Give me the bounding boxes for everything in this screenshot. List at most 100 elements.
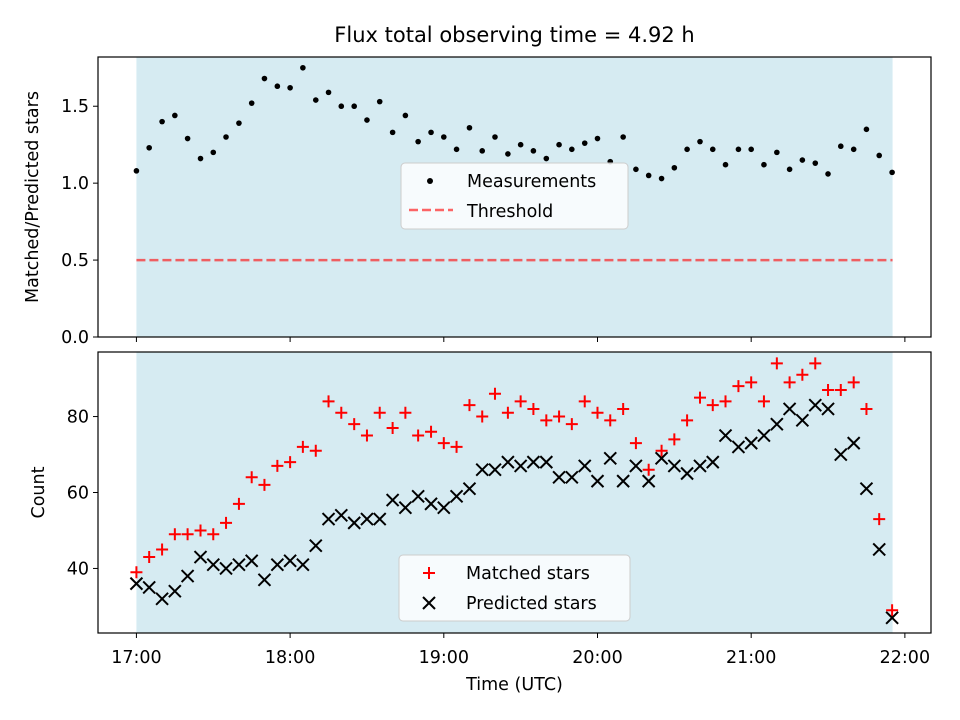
matched-star-point (284, 456, 297, 469)
matched-star-point (553, 410, 566, 423)
matched-star-point (348, 418, 361, 431)
measurement-point (479, 148, 486, 154)
top-y-ticks: 0.0 0.5 1.0 1.5 (61, 97, 98, 348)
matched-star-point (232, 497, 245, 510)
measurement-point (428, 129, 434, 136)
matched-star-point (642, 463, 655, 476)
x-axis-label: Time (UTC) (465, 675, 563, 695)
legend-matched-marker (423, 567, 435, 579)
chart-title: Flux total observing time = 4.92 h (334, 23, 694, 47)
measurement-point (325, 89, 332, 96)
measurement-point (441, 134, 447, 140)
matched-star-point (373, 406, 386, 419)
matched-star-point (834, 383, 847, 396)
x-tick-label: 17:00 (111, 648, 161, 668)
y-tick-label: 60 (67, 484, 89, 504)
predicted-star-point (385, 493, 400, 507)
x-tick-label: 22:00 (880, 648, 930, 668)
matched-star-point (271, 459, 284, 472)
predicted-star-point (373, 512, 387, 526)
measurement-point (300, 64, 306, 71)
y-tick-label: 0.5 (61, 251, 89, 271)
measurement-point (287, 84, 293, 91)
measurement-point (786, 166, 793, 173)
predicted-star-point (309, 538, 323, 553)
predicted-star-point (501, 455, 515, 469)
legend-matched-label: Matched stars (466, 564, 590, 584)
measurement-point (556, 141, 562, 148)
predicted-star-point (193, 550, 208, 564)
matched-star-point (796, 368, 809, 381)
matched-star-point (540, 414, 553, 427)
predicted-star-point (334, 508, 348, 522)
measurement-point (530, 148, 537, 154)
measurement-point (684, 146, 690, 153)
measurement-point (543, 155, 550, 162)
predicted-star-point (488, 463, 502, 477)
predicted-star-point (872, 542, 886, 557)
predicted-star-points (129, 398, 899, 625)
x-tick-label: 19:00 (419, 648, 469, 668)
measurement-point (633, 166, 639, 173)
predicted-star-point (513, 459, 528, 473)
measurement-point (735, 146, 742, 153)
predicted-star-point (603, 451, 617, 466)
matched-star-point (309, 444, 322, 457)
matched-star-point (130, 566, 143, 579)
matched-star-point (514, 395, 527, 408)
predicted-star-point (578, 459, 592, 473)
matched-star-point (770, 357, 783, 370)
matched-star-point (617, 402, 630, 415)
measurement-point (825, 171, 831, 177)
x-tick-label: 21:00 (726, 648, 776, 668)
predicted-star-point (411, 489, 425, 504)
measurement-point (774, 149, 780, 156)
measurement-point (197, 155, 204, 162)
measurement-point (133, 168, 140, 174)
predicted-star-point (155, 592, 169, 606)
predicted-star-point (539, 455, 554, 469)
y-tick-label: 1.5 (61, 97, 89, 117)
measurement-point (159, 118, 165, 125)
predicted-star-point (129, 576, 144, 591)
predicted-star-point (782, 402, 797, 416)
predicted-star-point (219, 561, 233, 576)
matched-star-point (168, 528, 181, 541)
y-tick-label: 40 (67, 559, 89, 579)
matched-star-point (873, 513, 886, 526)
matched-star-point (322, 395, 335, 408)
predicted-star-point (693, 459, 707, 473)
measurement-point (645, 172, 652, 179)
measurement-point (671, 164, 678, 171)
measurement-point (338, 103, 345, 110)
predicted-star-point (616, 474, 630, 488)
matched-star-point (757, 395, 770, 408)
matched-star-point (719, 395, 732, 408)
predicted-star-point (718, 428, 733, 443)
measurement-point (364, 117, 370, 123)
measurement-point (812, 160, 819, 166)
matched-star-point (809, 357, 822, 370)
matched-star-point (399, 406, 412, 419)
predicted-star-point (859, 481, 874, 496)
matched-star-point (181, 528, 194, 541)
predicted-star-point (180, 569, 195, 583)
predicted-star-point (475, 463, 489, 477)
measurement-point (517, 141, 524, 148)
predicted-star-point (680, 466, 694, 481)
matched-star-point (783, 376, 796, 389)
measurement-points (133, 64, 895, 182)
matched-star-point (886, 604, 899, 617)
y-tick-label: 0.0 (61, 328, 89, 348)
predicted-star-point (552, 470, 566, 485)
measurement-point (351, 103, 358, 110)
matched-star-points (130, 357, 899, 617)
x-tick-label: 20:00 (572, 648, 622, 668)
predicted-star-point (629, 459, 643, 473)
matched-star-point (463, 399, 476, 412)
measurement-point (261, 75, 268, 82)
matched-star-point (860, 402, 873, 415)
measurement-point (889, 169, 895, 176)
predicted-star-point (296, 557, 310, 572)
predicted-star-point (270, 557, 285, 572)
